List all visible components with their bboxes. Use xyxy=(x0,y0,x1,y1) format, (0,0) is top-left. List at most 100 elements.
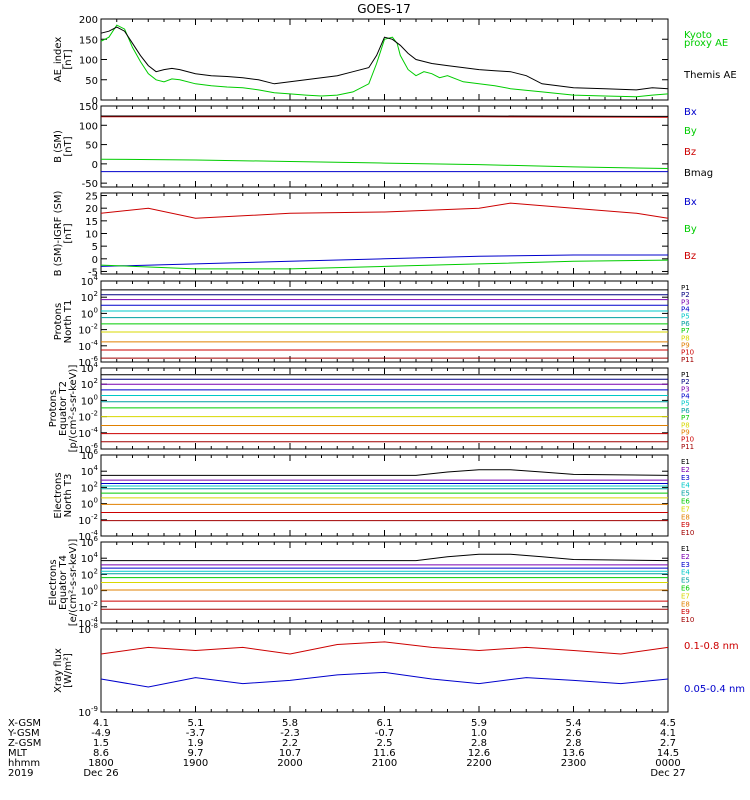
series-line-Bz xyxy=(100,202,669,219)
y-tick-label: 100 xyxy=(81,497,98,511)
legend-label: Themis AE xyxy=(683,70,737,81)
x-axis-value: 6.1 xyxy=(377,718,393,729)
series-line-E1 xyxy=(101,553,669,562)
y-tick-exponent: 0 xyxy=(94,306,98,314)
x-axis-value: 1.0 xyxy=(471,728,487,739)
legend-label: P5 xyxy=(681,313,690,321)
legend-label: E7 xyxy=(681,505,690,513)
y-tick-label: -5 xyxy=(88,267,98,278)
x-axis-value: 2.8 xyxy=(566,738,582,749)
y-tick-exponent: -9 xyxy=(91,705,98,713)
y-tick-label: 5 xyxy=(92,242,98,253)
y-tick-label: 10-9 xyxy=(78,705,98,719)
y-tick-label: 15 xyxy=(85,217,98,228)
series-line-Bx xyxy=(100,254,668,267)
series-line-Kyoto-proxy-AE xyxy=(100,24,669,98)
y-tick-exponent: 0 xyxy=(94,584,98,592)
x-axis-value: 1800 xyxy=(88,758,113,769)
x-axis-value: 11.6 xyxy=(373,748,395,759)
y-tick-exponent: -8 xyxy=(91,622,98,630)
x-axis-value: 2.6 xyxy=(566,728,582,739)
x-axis-value: 2100 xyxy=(372,758,397,769)
legend-label: P11 xyxy=(681,356,694,364)
y-tick-label: 10-2 xyxy=(78,410,98,424)
x-axis-value: 1.9 xyxy=(188,738,204,749)
y-tick-exponent: -4 xyxy=(91,529,99,537)
legend-label: E6 xyxy=(681,498,690,506)
x-axis-value: -3.7 xyxy=(186,728,206,739)
x-axis-year: 2019 xyxy=(8,768,33,779)
y-tick-exponent: -2 xyxy=(91,513,98,521)
y-tick-label: 50 xyxy=(85,141,98,152)
x-axis-value: 4.1 xyxy=(660,728,676,739)
y-tick-label: 200 xyxy=(79,15,98,26)
x-axis-value: 13.6 xyxy=(562,748,584,759)
legend-label: proxy AE xyxy=(684,38,728,49)
x-axis-row-label: Y-GSM xyxy=(7,728,40,739)
y-axis-label: AE_index xyxy=(53,37,64,83)
y-tick-label: 102 xyxy=(81,377,98,391)
legend-label: P11 xyxy=(681,443,694,451)
y-tick-label: 150 xyxy=(79,102,98,113)
panel-8: 10-8 10-9 Xray flux [W/m²] 0.1-0.8 nm 0.05-0.… xyxy=(53,622,745,719)
legend-label: 0.05-0.4 nm xyxy=(684,684,745,695)
legend-label: P3 xyxy=(681,298,690,306)
y-axis-label: Equator T2 xyxy=(58,381,69,436)
x-axis-value: 8.6 xyxy=(93,748,109,759)
y-axis-label: Protons xyxy=(48,390,59,427)
legend-label: 0.1-0.8 nm xyxy=(684,641,739,652)
legend-label: P8 xyxy=(681,334,690,342)
y-tick-label: 20 xyxy=(85,204,98,215)
x-axis-row-label: X-GSM xyxy=(8,718,41,729)
legend-label: P4 xyxy=(681,393,690,401)
y-tick-label: 0 xyxy=(92,160,98,171)
y-tick-label: 10 xyxy=(85,230,98,241)
legend-label: P6 xyxy=(681,320,690,328)
x-axis-value: 2300 xyxy=(561,758,586,769)
series-line-By xyxy=(100,259,669,270)
series-line-Themis-AE xyxy=(100,26,669,91)
y-tick-label: 100 xyxy=(81,393,98,407)
series-line-By xyxy=(100,158,669,169)
y-axis-label: B (SM) xyxy=(53,130,64,163)
legend-label: E2 xyxy=(681,553,690,561)
y-tick-exponent: 6 xyxy=(94,448,99,456)
legend-label: P2 xyxy=(681,378,690,386)
x-axis-value: 2000 xyxy=(277,758,302,769)
legend-label: E9 xyxy=(681,608,690,616)
legend-label: E5 xyxy=(681,490,690,498)
legend-label: P7 xyxy=(681,414,690,422)
x-axis-value: -0.7 xyxy=(375,728,395,739)
y-tick-exponent: 6 xyxy=(94,535,99,543)
legend-label: E3 xyxy=(681,561,690,569)
legend-label: E3 xyxy=(681,474,690,482)
y-tick-label: 102 xyxy=(81,290,98,304)
y-tick-label: 100 xyxy=(79,121,98,132)
x-axis-row-label: Z-GSM xyxy=(8,738,41,749)
y-axis-label: North T1 xyxy=(63,300,74,344)
x-axis-value: 2.8 xyxy=(471,738,487,749)
legend-label: By xyxy=(684,126,697,137)
panel-frame xyxy=(100,192,669,275)
y-tick-exponent: -4 xyxy=(91,426,99,434)
y-tick-exponent: -2 xyxy=(91,410,98,418)
y-tick-label: 104 xyxy=(81,274,99,288)
legend-label: E5 xyxy=(681,577,690,585)
y-tick-exponent: -2 xyxy=(91,600,98,608)
y-axis-label: [nT] xyxy=(63,223,74,243)
x-axis-table: X-GSM 4.1 5.1 5.8 6.1 5.9 5.4 4.5 Y-GSM -4.9 -3.7 -… xyxy=(7,718,686,779)
y-tick-label: 0 xyxy=(92,255,98,266)
y-axis-label: [p/(cm²-s-sr-keV)] xyxy=(68,365,79,453)
legend-label: P8 xyxy=(681,421,690,429)
legend-label: P1 xyxy=(681,284,690,292)
legend-label: P10 xyxy=(681,436,694,444)
y-axis-label: Electrons xyxy=(48,559,59,605)
y-tick-exponent: -6 xyxy=(91,442,99,450)
y-tick-label: 10-2 xyxy=(78,513,98,527)
y-tick-exponent: 2 xyxy=(94,567,98,575)
x-axis-value: 0000 xyxy=(655,758,680,769)
x-axis-value: -4.9 xyxy=(91,728,111,739)
